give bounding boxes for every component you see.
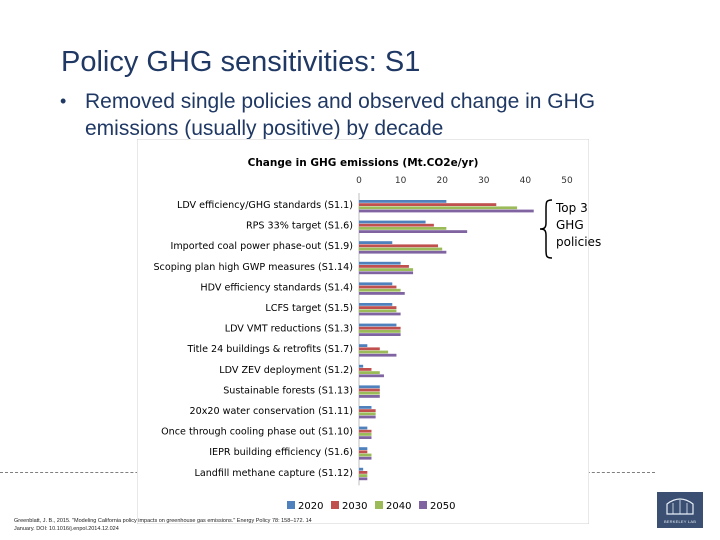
bar-2040 <box>359 474 368 477</box>
lab-building-icon <box>666 498 694 515</box>
bar-2020 <box>359 282 393 286</box>
category-label: HDV efficiency standards (S1.4) <box>200 282 353 293</box>
legend-label-2020: 2020 <box>298 501 323 512</box>
bar-2050 <box>359 271 414 275</box>
category-label: Scoping plan high GWP measures (S1.14) <box>153 262 353 273</box>
bar-2040 <box>359 453 372 457</box>
category-label: LDV efficiency/GHG standards (S1.1) <box>177 200 353 211</box>
bar-2030 <box>359 265 409 268</box>
bar-2040 <box>359 371 380 374</box>
bar-2040 <box>359 330 401 333</box>
category-label: 20x20 water conservation (S1.11) <box>189 406 353 417</box>
category-label: Landfill methane capture (S1.12) <box>194 468 353 479</box>
bar-2040 <box>359 247 443 251</box>
citation-line-2: January. DOI: 10.1016/j.enpol.2014.12.02… <box>14 526 119 532</box>
bar-2040 <box>359 268 414 271</box>
bar-2050 <box>359 395 380 398</box>
bar-2030 <box>359 306 397 309</box>
category-label: Imported coal power phase-out (S1.9) <box>170 241 353 252</box>
bar-2030 <box>359 388 380 392</box>
bar-2020 <box>359 447 368 450</box>
bar-2050 <box>359 436 372 439</box>
x-tick-label: 30 <box>478 176 490 186</box>
legend-swatch-2040 <box>375 501 383 509</box>
callout-brace-icon <box>539 199 553 259</box>
bar-2050 <box>359 209 534 213</box>
bar-2050 <box>359 415 376 419</box>
bar-2030 <box>359 223 434 227</box>
legend-swatch-2020 <box>287 501 295 509</box>
category-label: LDV VMT reductions (S1.3) <box>225 324 353 335</box>
x-tick-label: 40 <box>520 176 532 186</box>
category-label: RPS 33% target (S1.6) <box>246 221 353 232</box>
bar-2050 <box>359 230 468 233</box>
bar-2030 <box>359 326 401 330</box>
legend-label-2030: 2030 <box>342 501 367 512</box>
bar-2030 <box>359 368 372 371</box>
bar-2040 <box>359 227 447 230</box>
bar-2030 <box>359 285 397 289</box>
bar-2040 <box>359 412 376 416</box>
bar-2030 <box>359 347 380 351</box>
berkeley-lab-logo: BERKELEY LAB <box>657 492 703 528</box>
category-label: Title 24 buildings & retrofits (S1.7) <box>186 344 353 355</box>
bar-2050 <box>359 292 405 295</box>
category-label: Once through cooling phase out (S1.10) <box>161 427 353 438</box>
legend-label-2050: 2050 <box>430 501 455 512</box>
bar-2050 <box>359 333 401 336</box>
bullet-dot-icon: • <box>60 91 67 111</box>
bar-2030 <box>359 450 368 454</box>
bar-2040 <box>359 391 380 395</box>
bar-2020 <box>359 303 393 306</box>
bar-2030 <box>359 244 439 248</box>
bar-2030 <box>359 429 372 433</box>
bar-2040 <box>359 309 397 313</box>
bar-2020 <box>359 241 393 244</box>
legend-label-2040: 2040 <box>386 501 411 512</box>
bar-2020 <box>359 200 447 203</box>
bar-2050 <box>359 250 447 254</box>
bar-2050 <box>359 353 397 357</box>
bar-2040 <box>359 288 401 292</box>
citation: Greenblatt, J. B., 2015. "Modeling Calif… <box>14 517 374 533</box>
category-label: Sustainable forests (S1.13) <box>223 385 353 396</box>
category-label: LCFS target (S1.5) <box>265 303 353 314</box>
bar-2050 <box>359 374 384 378</box>
bar-2020 <box>359 323 397 327</box>
x-tick-label: 10 <box>395 176 407 186</box>
top-policies-callout: Top 3 GHG policies <box>556 201 602 249</box>
legend-swatch-2030 <box>331 501 339 509</box>
bar-chart: Change in GHG emissions (Mt.CO2e/yr) 0 10… <box>136 138 590 525</box>
bar-2030 <box>359 203 497 206</box>
chart-container: Change in GHG emissions (Mt.CO2e/yr) 0 10… <box>136 138 590 525</box>
logo-text: BERKELEY LAB <box>663 519 697 524</box>
slide-title: Policy GHG sensitivities: S1 <box>61 46 421 78</box>
bar-2020 <box>359 344 368 347</box>
bar-2020 <box>359 406 372 409</box>
bar-2020 <box>359 261 401 265</box>
bar-2030 <box>359 471 368 474</box>
bullet-text: Removed single policies and observed cha… <box>85 90 596 140</box>
bar-2020 <box>359 364 364 368</box>
category-label: LDV ZEV deployment (S1.2) <box>219 365 353 376</box>
citation-line-1: Greenblatt, J. B., 2015. "Modeling Calif… <box>14 518 312 524</box>
bar-2050 <box>359 312 401 316</box>
bar-2050 <box>359 456 372 460</box>
chart-title: Change in GHG emissions (Mt.CO2e/yr) <box>248 157 479 169</box>
legend-swatch-2050 <box>419 501 427 509</box>
x-tick-label: 0 <box>356 176 362 186</box>
x-tick-label: 50 <box>561 176 573 186</box>
bar-2020 <box>359 467 364 471</box>
x-tick-label: 20 <box>436 176 448 186</box>
bar-2050 <box>359 477 368 481</box>
bar-2030 <box>359 409 376 412</box>
bar-2020 <box>359 426 368 430</box>
bar-2040 <box>359 433 372 436</box>
bar-2040 <box>359 350 389 354</box>
category-label: IEPR building efficiency (S1.6) <box>209 447 353 458</box>
bar-2020 <box>359 385 380 389</box>
bar-2040 <box>359 206 518 210</box>
bar-2020 <box>359 220 426 224</box>
